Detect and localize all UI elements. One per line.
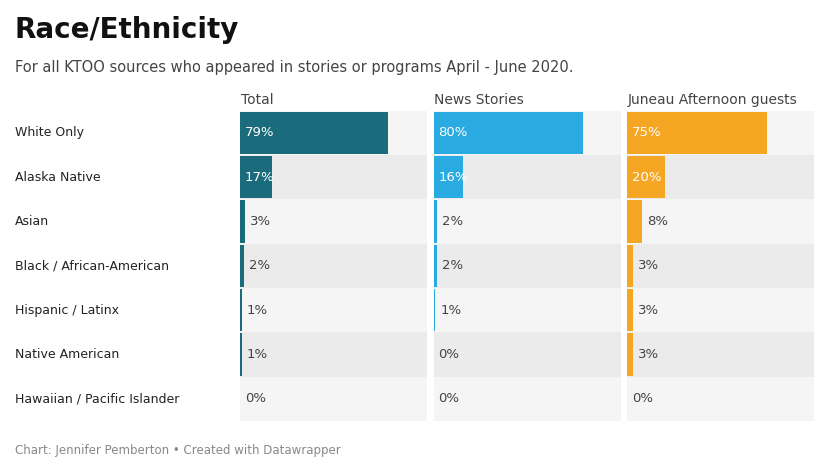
Bar (627, 288, 814, 332)
Bar (240, 333, 242, 376)
Text: Race/Ethnicity: Race/Ethnicity (15, 16, 239, 44)
Text: 1%: 1% (247, 348, 268, 361)
Bar (433, 244, 621, 288)
Bar (433, 289, 436, 331)
Bar (433, 332, 621, 377)
Bar (240, 289, 242, 331)
Bar (433, 200, 437, 243)
Bar (240, 155, 427, 199)
Bar (240, 244, 427, 288)
Text: 0%: 0% (438, 392, 460, 405)
Bar (627, 245, 632, 287)
Text: Total: Total (241, 93, 273, 107)
Text: For all KTOO sources who appeared in stories or programs April - June 2020.: For all KTOO sources who appeared in sto… (15, 60, 574, 74)
Bar (627, 200, 642, 243)
Bar (240, 156, 271, 199)
Bar (433, 111, 621, 155)
Text: 75%: 75% (632, 126, 662, 140)
Bar (433, 245, 437, 287)
Text: 3%: 3% (637, 304, 659, 317)
Text: Alaska Native: Alaska Native (15, 171, 100, 184)
Text: News Stories: News Stories (434, 93, 524, 107)
Bar (240, 111, 427, 155)
Bar (240, 112, 388, 154)
Text: 0%: 0% (245, 392, 266, 405)
Bar (627, 111, 814, 155)
Bar (627, 332, 814, 377)
Text: 8%: 8% (647, 215, 668, 228)
Text: 79%: 79% (245, 126, 275, 140)
Bar (627, 156, 665, 199)
Bar (433, 199, 621, 244)
Bar (627, 244, 814, 288)
Text: 1%: 1% (247, 304, 268, 317)
Text: Juneau Afternoon guests: Juneau Afternoon guests (628, 93, 798, 107)
Text: Hawaiian / Pacific Islander: Hawaiian / Pacific Islander (15, 392, 179, 405)
Bar (627, 289, 632, 331)
Text: 2%: 2% (442, 215, 463, 228)
Bar (627, 333, 632, 376)
Bar (240, 288, 427, 332)
Text: 2%: 2% (249, 259, 270, 272)
Text: Chart: Jennifer Pemberton • Created with Datawrapper: Chart: Jennifer Pemberton • Created with… (15, 444, 340, 457)
Bar (627, 377, 814, 421)
Text: Hispanic / Latinx: Hispanic / Latinx (15, 304, 119, 317)
Text: 16%: 16% (438, 171, 468, 184)
Bar (240, 332, 427, 377)
Bar (433, 156, 463, 199)
Bar (627, 199, 814, 244)
Bar (240, 377, 427, 421)
Text: 17%: 17% (245, 171, 275, 184)
Bar (240, 245, 244, 287)
Text: 3%: 3% (251, 215, 271, 228)
Text: 0%: 0% (438, 348, 460, 361)
Text: Black / African-American: Black / African-American (15, 259, 169, 272)
Text: White Only: White Only (15, 126, 84, 140)
Text: 1%: 1% (441, 304, 461, 317)
Bar (627, 112, 768, 154)
Text: 80%: 80% (438, 126, 468, 140)
Text: Native American: Native American (15, 348, 120, 361)
Bar (433, 377, 621, 421)
Bar (240, 199, 427, 244)
Text: 3%: 3% (637, 259, 659, 272)
Text: Asian: Asian (15, 215, 49, 228)
Bar (433, 112, 583, 154)
Text: 20%: 20% (632, 171, 662, 184)
Bar (240, 200, 246, 243)
Text: 3%: 3% (637, 348, 659, 361)
Text: 0%: 0% (632, 392, 653, 405)
Bar (433, 288, 621, 332)
Bar (433, 155, 621, 199)
Bar (627, 155, 814, 199)
Text: 2%: 2% (442, 259, 463, 272)
